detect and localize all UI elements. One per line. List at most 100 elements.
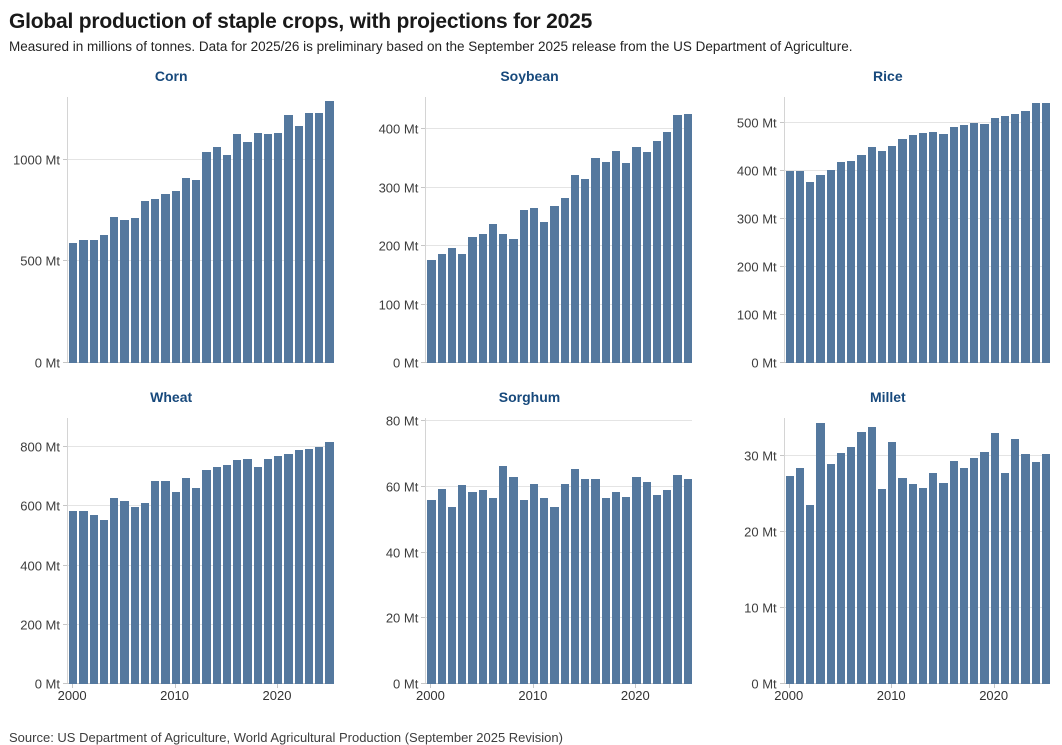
y-axis-tick: [421, 128, 426, 130]
bar: [120, 219, 129, 363]
gridline: [425, 485, 692, 487]
figure-footer: Source: US Department of Agriculture, Wo…: [9, 730, 1050, 745]
gridline: [425, 128, 692, 130]
y-axis-label: 100 Mt: [736, 307, 777, 323]
x-axis-tick: [993, 684, 995, 688]
bar: [437, 254, 446, 363]
bar: [192, 179, 201, 363]
y-axis-label: 300 Mt: [736, 211, 777, 227]
bar: [663, 131, 672, 363]
chart-soybean: Soybean 0 Mt 100 Mt 200 Mt 300 Mt 400 Mt: [367, 68, 692, 370]
y-axis-tick: [63, 158, 67, 160]
bar: [243, 458, 252, 684]
y-axis: 0 Mt 100 Mt 200 Mt 300 Mt 400 Mt 500 Mt: [726, 97, 784, 369]
y-axis-tick: [63, 362, 67, 363]
plot-area: [421, 97, 692, 363]
x-axis-tick: [72, 684, 74, 688]
x-axis-label: 2020: [262, 688, 292, 703]
x-axis-labels: 2000 2010 2020: [58, 684, 333, 706]
bar: [581, 178, 590, 363]
plot-area: [779, 418, 1051, 684]
y-axis-label: 1000 Mt: [13, 152, 60, 168]
bar: [304, 449, 313, 684]
bar: [212, 146, 221, 363]
y-axis: 0 Mt 20 Mt 40 Mt 60 Mt 80 Mt: [367, 413, 425, 691]
bar: [836, 452, 846, 684]
bar: [151, 481, 160, 684]
bar: [519, 210, 528, 363]
bar: [1000, 472, 1010, 684]
bar: [1021, 111, 1030, 363]
bar: [898, 138, 907, 363]
bar: [570, 468, 580, 684]
bar: [929, 131, 938, 363]
bar: [918, 132, 928, 363]
chart-sorghum: Sorghum 0 Mt 20 Mt 40 Mt 60 Mt 80 Mt 2000 2010 2…: [367, 389, 692, 706]
bar: [642, 151, 651, 363]
bar: [622, 496, 631, 684]
y-axis-tick: [779, 121, 784, 123]
bar: [611, 491, 621, 684]
bar: [1041, 102, 1051, 363]
y-axis-label: 80 Mt: [385, 413, 419, 429]
chart-body: 0 Mt 10 Mt 20 Mt 30 Mt: [726, 418, 1051, 691]
y-axis-label: 0 Mt: [34, 355, 60, 371]
chart-title: Millet: [869, 389, 906, 405]
bar: [99, 235, 108, 363]
bar: [877, 488, 887, 684]
bar: [325, 100, 334, 363]
x-axis-tick: [430, 684, 432, 688]
bar: [806, 504, 815, 684]
bar: [980, 452, 989, 684]
bar: [816, 422, 825, 684]
bar: [888, 146, 897, 363]
x-axis-tick: [788, 684, 790, 688]
bar: [294, 126, 303, 363]
bar: [488, 498, 498, 684]
bar-group: [67, 97, 334, 363]
bar: [447, 506, 457, 684]
bar: [437, 488, 446, 684]
bar: [806, 181, 815, 363]
y-axis-label: 30 Mt: [744, 448, 777, 464]
bar: [110, 497, 119, 684]
bar: [857, 154, 866, 363]
y-axis-tick: [63, 564, 67, 566]
bar: [478, 490, 487, 684]
bar: [171, 492, 180, 684]
bar: [990, 117, 999, 363]
x-axis-tick: [635, 684, 637, 688]
x-axis-tick: [276, 684, 278, 688]
x-axis-label: 2020: [979, 688, 1009, 703]
chart-body: 0 Mt 500 Mt 1000 Mt: [9, 97, 334, 370]
bar: [867, 147, 876, 363]
y-axis-tick: [421, 683, 426, 684]
bar: [970, 122, 979, 363]
y-axis-tick: [779, 217, 784, 219]
chart-body: 0 Mt 100 Mt 200 Mt 300 Mt 400 Mt 500 Mt: [726, 97, 1051, 370]
chart-rice: Rice 0 Mt 100 Mt 200 Mt 300 Mt 400 Mt 500 Mt: [726, 68, 1051, 370]
bar: [673, 475, 682, 684]
chart-title: Wheat: [150, 389, 193, 405]
y-axis-line: [67, 418, 68, 684]
bar: [795, 170, 805, 363]
bar: [509, 239, 518, 363]
bar: [161, 480, 170, 684]
charts-grid: Corn 0 Mt 500 Mt 1000 Mt Soybean 0 Mt 100 Mt 2…: [9, 68, 1051, 706]
bar-group: [425, 97, 692, 363]
bar: [949, 460, 958, 684]
y-axis: 0 Mt 200 Mt 400 Mt 600 Mt 800 Mt: [9, 418, 67, 691]
chart-body: 0 Mt 20 Mt 40 Mt 60 Mt 80 Mt: [367, 413, 692, 691]
gridline: [425, 186, 692, 188]
y-axis-tick: [63, 623, 67, 625]
bar: [192, 488, 201, 684]
y-axis: 0 Mt 100 Mt 200 Mt 300 Mt 400 Mt: [367, 97, 425, 370]
chart-corn: Corn 0 Mt 500 Mt 1000 Mt: [9, 68, 334, 370]
bar: [652, 141, 662, 363]
y-axis-tick: [421, 245, 426, 247]
bar: [1011, 114, 1020, 363]
bar-group: [784, 97, 1051, 363]
bar: [959, 468, 969, 684]
bar-group: [784, 418, 1051, 684]
bar: [1041, 453, 1051, 684]
